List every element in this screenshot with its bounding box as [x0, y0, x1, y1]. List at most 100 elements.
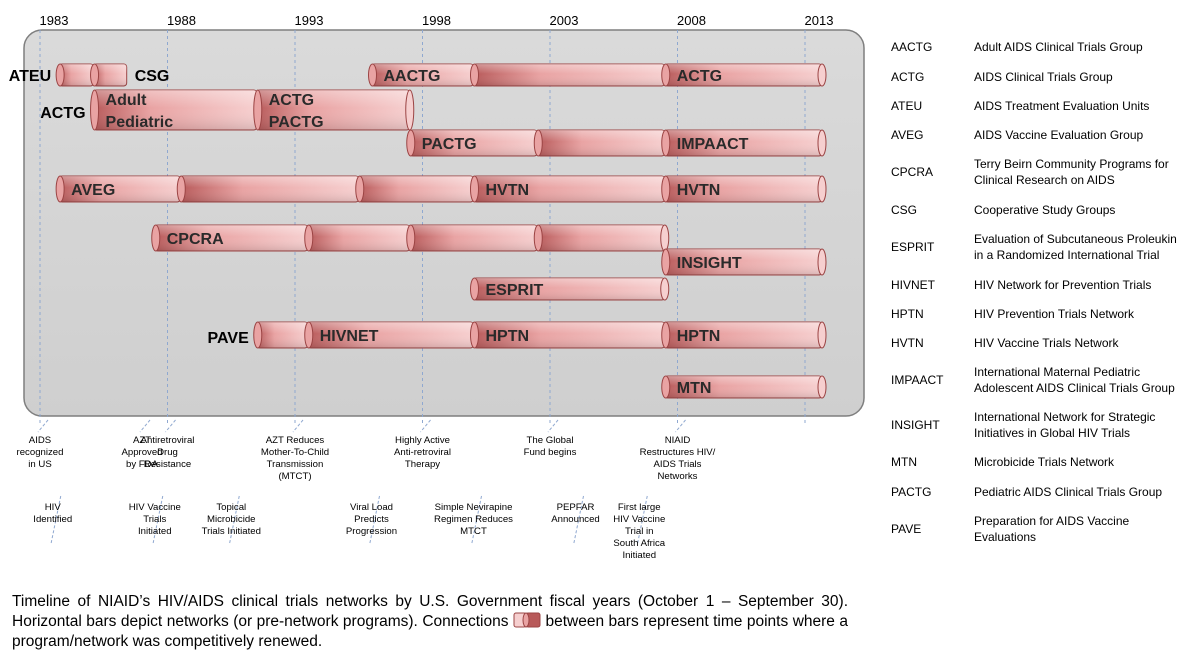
bar-cap	[253, 89, 263, 131]
bar-shine	[664, 64, 822, 86]
legend-entry: ACTG AIDS Clinical Trials Group	[891, 70, 1113, 84]
legend-entry: PACTG Pediatric AIDS Clinical Trials Grou…	[891, 485, 1162, 499]
network-bar	[176, 175, 360, 203]
event-leader	[139, 419, 151, 433]
event-text: Resistance	[144, 459, 191, 470]
timeline-panel	[23, 29, 865, 417]
event-text: Restructures HIV/	[640, 447, 716, 458]
bar-shine	[664, 249, 822, 275]
event-text: in US	[28, 459, 51, 470]
network-row: HIVNET HPTN HPTN PAVE	[208, 321, 827, 349]
event-text: Topical	[216, 502, 246, 513]
bar-cap	[470, 321, 479, 349]
event-text: by FDA	[126, 459, 159, 470]
legend-entry: HVTN HIV Vaccine Trials Network	[891, 336, 1119, 350]
bar-label: HVTN	[486, 182, 530, 199]
bar-cap	[661, 321, 671, 349]
bar-label: HPTN	[677, 328, 721, 345]
bar-shine	[664, 322, 822, 348]
event-leader	[152, 495, 164, 546]
network-row: ESPRIT	[470, 277, 670, 301]
legend-abbreviation: ESPRIT	[891, 240, 935, 254]
event-annotation: AZT ReducesMother-To-ChildTransmission(M…	[261, 419, 329, 482]
legend-description: International Network for Strategic	[974, 410, 1155, 424]
event-text: AIDS Trials	[654, 459, 702, 470]
bar-shine	[537, 225, 665, 251]
event-leader	[471, 495, 482, 546]
legend-description: Terry Beirn Community Programs for	[974, 157, 1169, 171]
legend-entry: ESPRIT Evaluation of Subcutaneous Proleuk…	[891, 232, 1177, 262]
connector-swatch-icon	[513, 612, 541, 628]
bar-label: IMPAACT	[677, 136, 749, 153]
legend-description: AIDS Treatment Evaluation Units	[974, 99, 1149, 113]
legend-entry: IMPAACT International Maternal Pediatric A…	[891, 365, 1175, 395]
event-text: Microbicide	[207, 514, 256, 525]
event-text: HIV Vaccine	[129, 502, 181, 513]
network-bar: MTN	[661, 375, 827, 399]
event-text: PEPFAR	[557, 502, 595, 513]
legend-entry: MTN Microbicide Trials Network	[891, 455, 1115, 469]
bar-label: AACTG	[384, 68, 441, 85]
bar-cap	[470, 63, 479, 87]
legend-description: Pediatric AIDS Clinical Trials Group	[974, 485, 1162, 499]
bar-cap	[151, 224, 161, 252]
bar-label: INSIGHT	[677, 255, 742, 272]
bar-cap	[817, 375, 827, 399]
bar-cap	[355, 175, 365, 203]
legend-entry: ATEU AIDS Treatment Evaluation Units	[891, 99, 1149, 113]
bar-cap	[253, 321, 263, 349]
event-text: Drug	[157, 447, 178, 458]
figure-caption: Timeline of NIAID’s HIV/AIDS clinical tr…	[12, 592, 848, 652]
network-bar: HPTN	[470, 321, 666, 349]
event-leader	[675, 419, 686, 433]
legend-entry: AVEG AIDS Vaccine Evaluation Group	[891, 128, 1144, 142]
bar-cap	[661, 248, 671, 276]
legend-abbreviation: HIVNET	[891, 278, 936, 292]
event-leader	[228, 495, 240, 546]
bar-label: AVEG	[71, 182, 115, 199]
network-bar: Adult Pediatric	[90, 89, 258, 131]
event-text: Approved	[121, 447, 162, 458]
bar-shine	[307, 225, 410, 251]
legend-description: Clinical Research on AIDS	[974, 173, 1115, 187]
legend-entry: HPTN HIV Prevention Trials Network	[891, 307, 1135, 321]
legend-description: HIV Vaccine Trials Network	[974, 336, 1119, 350]
event-text: Mother-To-Child	[261, 447, 329, 458]
year-labels: 1983 1988 1993 1998 2003 2008 2013	[40, 13, 834, 28]
event-text: Antiretroviral	[141, 435, 195, 446]
network-row: CPCRA	[151, 224, 670, 252]
network-bar	[533, 224, 670, 252]
network-row: INSIGHT	[661, 248, 827, 276]
event-leader	[37, 419, 49, 433]
bar-shine	[664, 176, 822, 202]
bar-label: CPCRA	[167, 231, 224, 248]
legend-description: Adult AIDS Clinical Trials Group	[974, 40, 1143, 54]
event-text: Simple Nevirapine	[435, 502, 513, 513]
bar-cap	[406, 224, 416, 252]
bar-cap	[368, 63, 377, 87]
event-text: (MTCT)	[278, 471, 311, 482]
event-text: The Global	[527, 435, 574, 446]
year-label: 1998	[422, 13, 451, 28]
bar-shine	[59, 176, 181, 202]
legend-description: Preparation for AIDS Vaccine	[974, 514, 1130, 528]
bar-label: ACTG	[269, 92, 314, 109]
bar-cap	[304, 321, 314, 349]
network-bar	[355, 175, 474, 203]
bar-cap	[817, 248, 827, 276]
legend: AACTG Adult AIDS Clinical Trials Group ACT…	[891, 40, 1177, 544]
legend-entry: CPCRA Terry Beirn Community Programs for C…	[891, 157, 1169, 187]
bar-shine	[93, 90, 257, 130]
bar-label: HIVNET	[320, 328, 379, 345]
event-leader	[636, 495, 648, 546]
event-text: Progression	[346, 526, 397, 537]
event-text: Networks	[658, 471, 698, 482]
event-text: AIDS	[29, 435, 51, 446]
